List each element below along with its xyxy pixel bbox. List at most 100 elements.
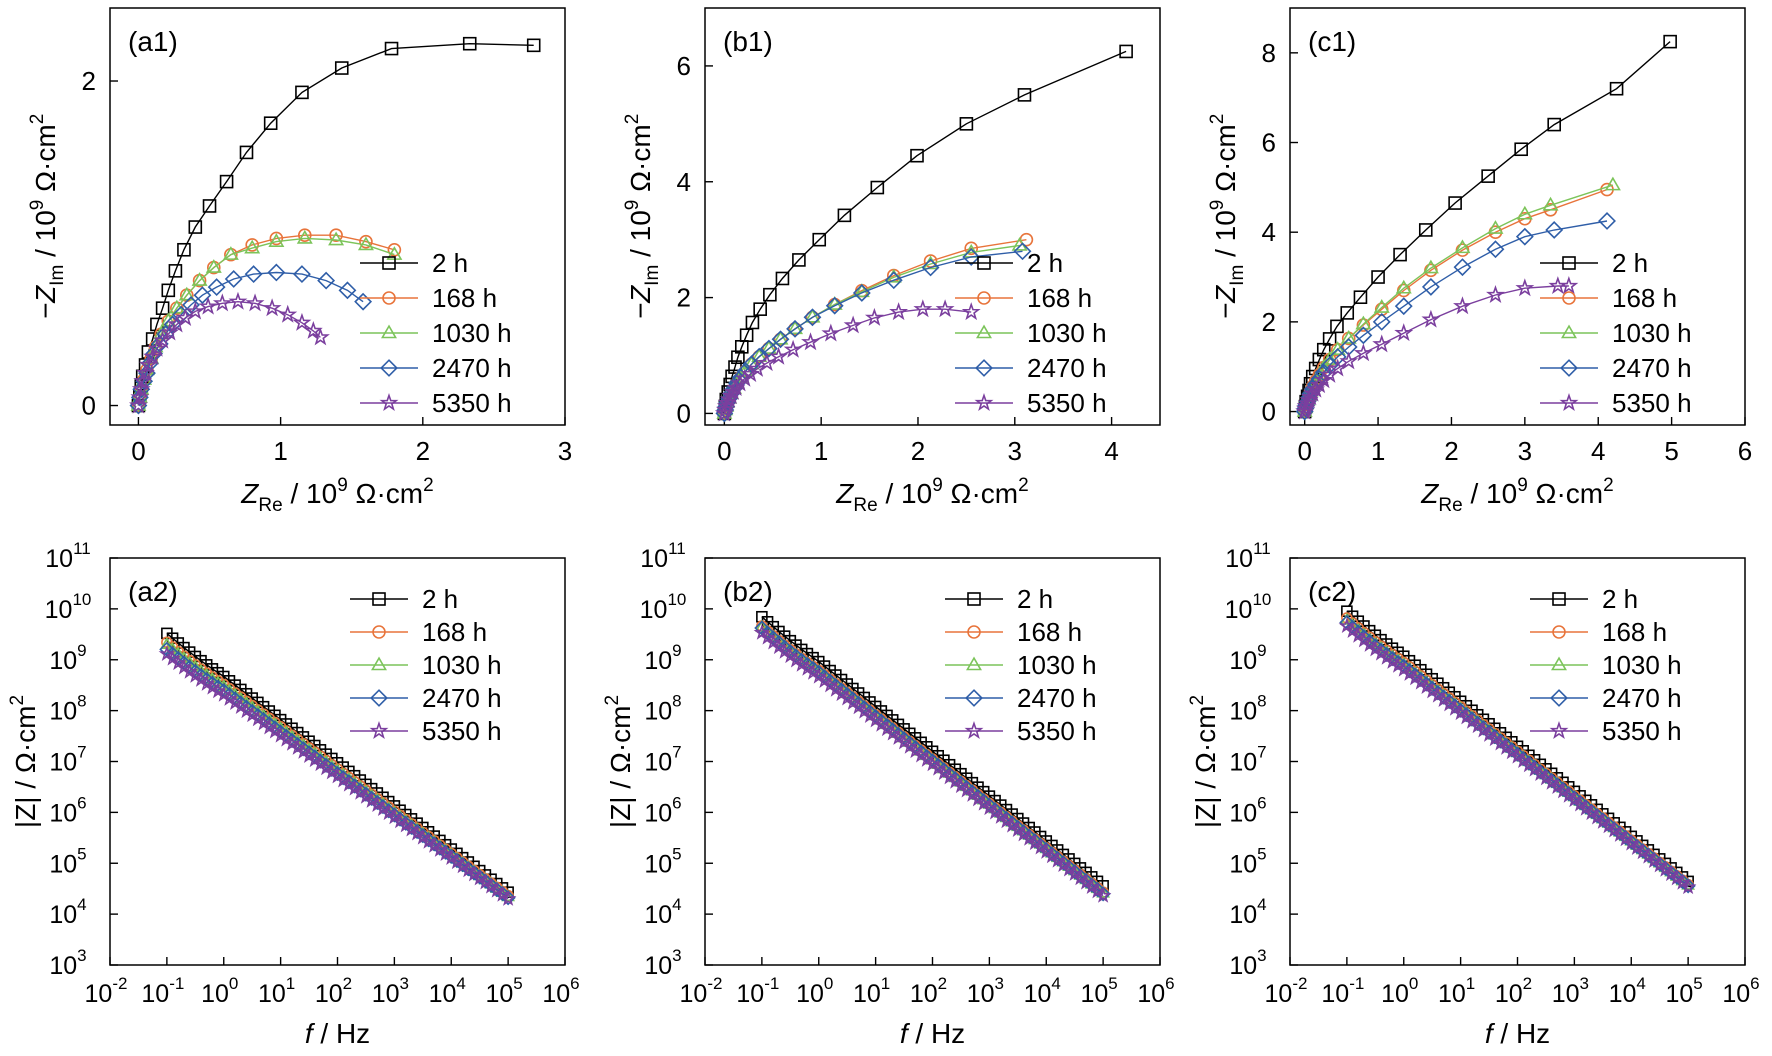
data-point (358, 786, 374, 802)
data-point (1481, 169, 1495, 183)
legend: 2 h 168 h 1030 h 2470 h 5350 h (360, 248, 512, 418)
data-point (296, 229, 313, 244)
plot-frame (1289, 7, 1746, 426)
x-tick-label: 1 (273, 436, 287, 466)
data-point (303, 320, 323, 339)
data-point (1487, 220, 1504, 234)
data-point (379, 393, 399, 412)
panel-label: (c1) (1308, 26, 1356, 57)
data-point (763, 287, 777, 302)
data-point (803, 308, 822, 327)
series-5350h (753, 624, 1112, 903)
data-point (202, 199, 217, 213)
data-point (993, 806, 1009, 822)
x-tick-label: 106 (1722, 974, 1759, 1008)
panel-label: (a2) (128, 576, 178, 607)
data-point (387, 242, 402, 257)
data-point (384, 41, 399, 56)
y-tick-label: 4 (677, 167, 691, 197)
data-point (870, 180, 885, 195)
data-point (1067, 864, 1083, 880)
legend-label: 1030 h (1017, 650, 1097, 680)
legend-label: 2 h (432, 248, 468, 278)
data-point (212, 293, 232, 312)
x-axis-title: ZRe / 109 Ω·cm2 (835, 475, 1028, 516)
y-tick-label: 0 (1262, 397, 1276, 427)
data-point (757, 353, 777, 372)
data-point (843, 315, 863, 334)
data-point (392, 811, 408, 827)
data-point (1514, 142, 1528, 157)
data-point (772, 330, 789, 345)
y-axis-title: −ZIm / 109 Ω·cm2 (1207, 114, 1248, 320)
data-point (1371, 270, 1385, 284)
panel-label: (a1) (128, 26, 178, 57)
series-5350h (128, 291, 330, 414)
y-tick-label: 103 (49, 946, 86, 980)
data-point (1340, 329, 1357, 344)
series-line (137, 271, 364, 406)
panel-b2: 10-2 10-1 100 101 102 103 104 105 106 103 104 105 10… (602, 539, 1175, 1049)
data-point (910, 148, 924, 163)
data-point (1422, 259, 1439, 274)
y-axis-title: −ZIm / 109 Ω·cm2 (622, 114, 663, 320)
x-tick-label: 103 (967, 974, 1004, 1008)
data-point (726, 377, 746, 396)
data-point (1561, 786, 1577, 802)
panel-label: (b1) (723, 26, 773, 57)
legend-label: 2470 h (1602, 683, 1682, 713)
data-point (244, 239, 261, 254)
legend-label: 1030 h (1612, 318, 1692, 348)
legend-item: 2 h (945, 584, 1053, 614)
axis-ticks (1289, 557, 1746, 966)
y-tick-label: 1011 (45, 539, 90, 573)
data-point (1418, 223, 1433, 237)
data-point (334, 61, 349, 75)
y-tick-label: 108 (1229, 692, 1266, 726)
data-point (783, 339, 803, 358)
data-point (959, 117, 974, 131)
x-tick-label: 106 (542, 974, 579, 1008)
data-point (1562, 291, 1576, 305)
x-tick-label: 3 (558, 436, 572, 466)
y-tick-label: 106 (1229, 793, 1266, 827)
data-point (160, 322, 180, 341)
data-point (792, 253, 806, 267)
data-point (372, 625, 386, 639)
data-point (976, 793, 992, 809)
data-point (219, 174, 234, 189)
data-point (1340, 306, 1355, 320)
data-point (977, 291, 991, 305)
data-point (317, 271, 336, 290)
data-point (426, 836, 442, 852)
legend-item: 168 h (350, 617, 487, 647)
x-tick-label: 101 (258, 974, 295, 1008)
data-point (1453, 296, 1472, 315)
x-tick-label: 106 (1137, 974, 1174, 1008)
data-point (499, 890, 517, 906)
data-point (278, 304, 298, 323)
legend-item: 2470 h (1530, 683, 1682, 713)
data-point (1448, 196, 1462, 210)
series-line (723, 239, 1027, 414)
legend-label: 1030 h (1602, 650, 1682, 680)
x-tick-label: 103 (372, 974, 409, 1008)
x-tick-label: 2 (1444, 436, 1458, 466)
series-line (723, 244, 1020, 414)
data-point (913, 299, 933, 318)
series-1030h (1296, 176, 1621, 417)
data-point (731, 350, 745, 365)
data-point (1555, 781, 1571, 797)
x-tick-label: 3 (1518, 436, 1532, 466)
x-tick-label: 101 (1438, 974, 1475, 1008)
series-168h (717, 232, 1034, 421)
data-point (1543, 772, 1560, 789)
x-tick-label: 10-2 (1265, 974, 1308, 1008)
data-point (329, 765, 346, 782)
data-point (177, 242, 191, 257)
data-point (138, 355, 158, 374)
data-point (1550, 689, 1568, 707)
data-point (293, 265, 311, 284)
data-point (1549, 721, 1569, 740)
legend-item: 2 h (955, 248, 1063, 278)
